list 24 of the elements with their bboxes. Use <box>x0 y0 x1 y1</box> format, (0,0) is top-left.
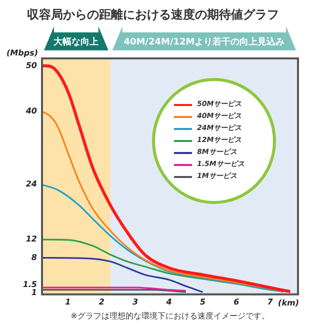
y-axis-title: (Mbps) <box>6 48 38 58</box>
line-series <box>42 257 204 293</box>
band-label: 大幅な向上 <box>54 36 99 48</box>
x-tick-label: 3 <box>132 297 139 306</box>
y-tick-label: 24 <box>26 180 38 189</box>
x-tick-label: 1 <box>65 297 71 306</box>
line-series <box>42 238 284 292</box>
line-series <box>42 64 292 294</box>
text: ※グラフは理想的な環境下における速度イメージです。 <box>70 311 270 320</box>
x-tick-label: 5 <box>200 297 206 306</box>
x-tick-label: 6 <box>234 297 240 306</box>
y-tick-label: 40 <box>24 106 38 116</box>
x-tick-label: 7 <box>267 297 274 306</box>
x-tick-label: 2 <box>98 297 105 306</box>
y-tick-label: 1.5 <box>22 280 38 289</box>
y-tick-label: 8 <box>31 252 38 262</box>
chart-title: 収容局からの距離における速度の期待値グラフ <box>27 7 279 22</box>
line-series <box>42 184 284 292</box>
y-tick-label: 1 <box>31 288 37 297</box>
x-axis-title: (km) <box>278 298 300 308</box>
band-label: 40M/24M/12Mより若干の向上見込み <box>124 36 285 48</box>
y-tick-label: 50 <box>26 60 38 70</box>
y-tick-label: 12 <box>26 234 38 244</box>
x-tick-label: 4 <box>165 297 172 306</box>
